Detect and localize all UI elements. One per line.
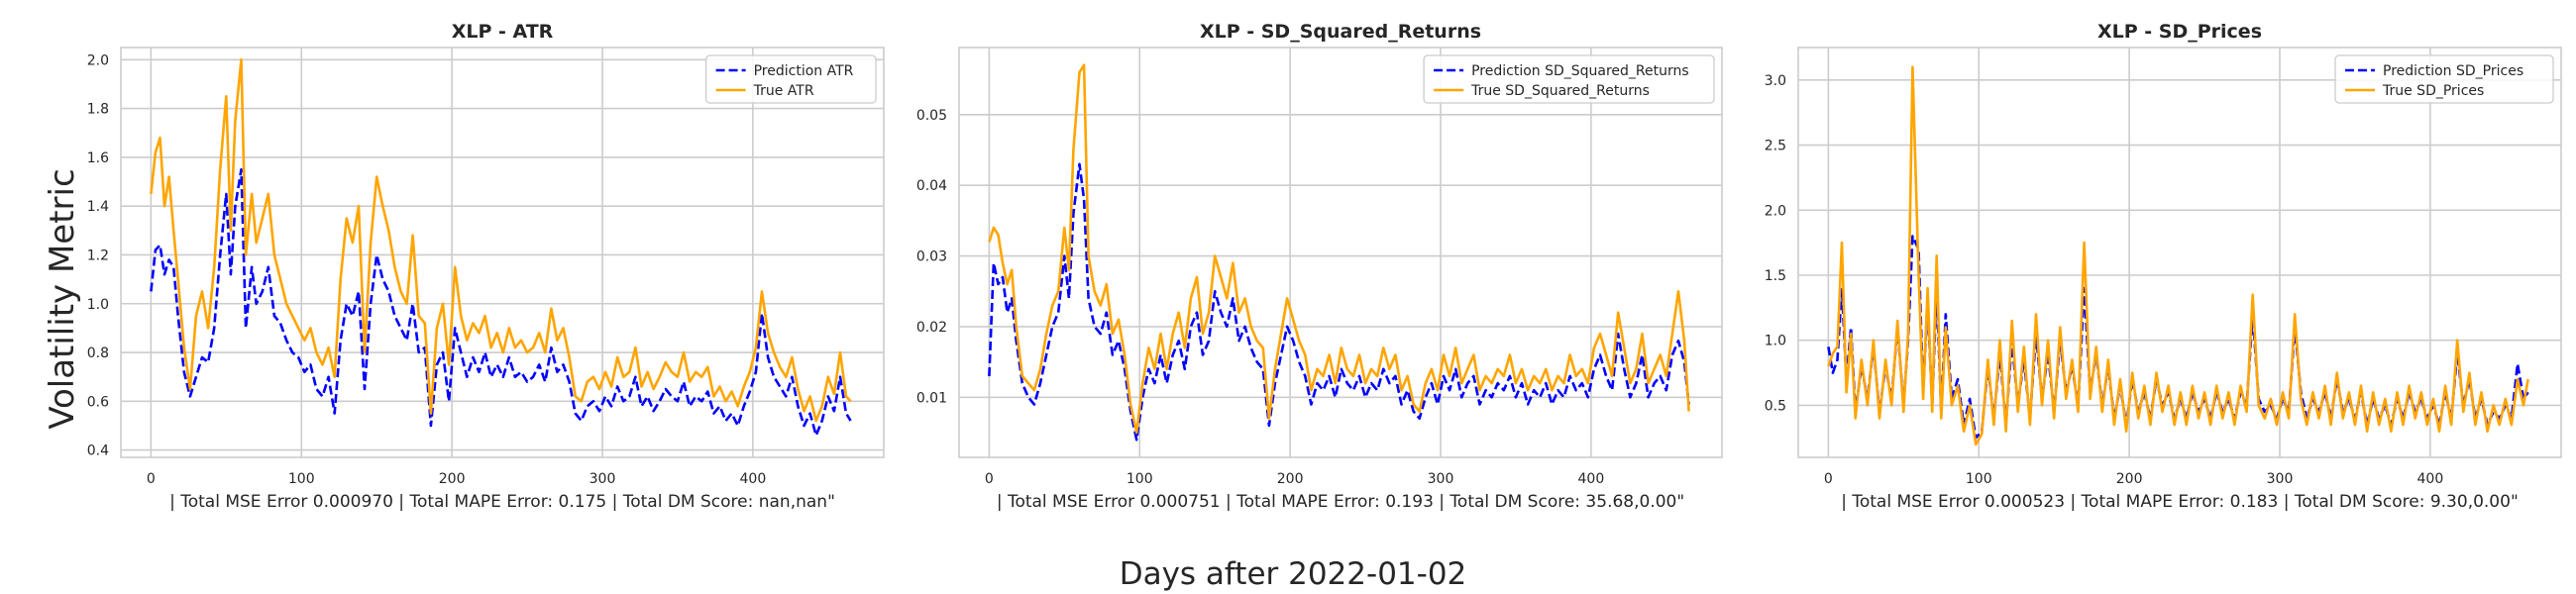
y-tick-label: 0.01	[916, 390, 947, 406]
panel-atr: 0 100 200 300 400 0.4 0.6 0.8 1.0 1.2 1.4 1.6 1.8 2.0…	[87, 21, 885, 512]
x-tick-label: 400	[2417, 471, 2444, 487]
x-tick-label: 400	[740, 471, 767, 487]
y-tick-label: 1.4	[87, 199, 109, 215]
y-tick-label: 0.02	[916, 320, 947, 336]
y-tick-label: 2.0	[1765, 203, 1786, 219]
panel-sd-prices: 0 100 200 300 400 0.5 1.0 1.5 2.0 2.5 3.0 XLP - SD_…	[1765, 21, 2562, 512]
y-tick-label: 1.0	[87, 297, 109, 313]
legend-entry-label: True SD_Prices	[2382, 83, 2484, 99]
y-tick-label: 0.6	[87, 394, 109, 410]
panel-xlabel: | Total MSE Error 0.000970 | Total MAPE …	[169, 492, 835, 512]
x-tick-label: 100	[1966, 471, 1992, 487]
x-tick-label: 200	[1277, 471, 1304, 487]
y-tick-label: 0.5	[1765, 398, 1786, 414]
legend-entry-label: Prediction SD_Prices	[2383, 63, 2523, 79]
legend-entry-label: True SD_Squared_Returns	[1470, 83, 1650, 99]
figure-ylabel: Volatility Metric	[43, 168, 82, 429]
panel-xlabel: | Total MSE Error 0.000751 | Total MAPE …	[997, 492, 1684, 512]
x-tick-label: 100	[1127, 471, 1153, 487]
panel-title: XLP - SD_Squared_Returns	[1200, 21, 1481, 43]
plot-frame	[120, 47, 885, 458]
legend-entry-label: True ATR	[753, 83, 814, 99]
y-tick-label: 3.0	[1765, 73, 1786, 89]
panel-xlabel: | Total MSE Error 0.000523 | Total MAPE …	[1841, 492, 2519, 512]
y-tick-label: 1.0	[1765, 334, 1786, 349]
y-tick-label: 0.04	[916, 178, 947, 194]
plot-frame	[958, 47, 1723, 458]
x-tick-label: 200	[2116, 471, 2143, 487]
legend: Prediction ATR True ATR	[704, 54, 877, 104]
true-series-line	[1827, 65, 2529, 446]
true-series-line	[988, 63, 1690, 435]
y-tick-label: 0.8	[87, 346, 109, 361]
true-series-line	[150, 58, 852, 423]
y-tick-label: 0.4	[87, 444, 109, 459]
y-tick-label: 0.03	[916, 249, 947, 265]
panel-sd-squared-returns: 0 100 200 300 400 0.01 0.02 0.03 0.04 0.05 XLP - S…	[916, 21, 1723, 512]
x-tick-label: 0	[1824, 471, 1833, 487]
x-tick-label: 300	[2267, 471, 2294, 487]
legend-entry-label: Prediction ATR	[754, 63, 854, 79]
panel-title: XLP - ATR	[452, 21, 554, 43]
legend: Prediction SD_Prices True SD_Prices	[2334, 54, 2554, 104]
x-tick-label: 0	[985, 471, 994, 487]
x-tick-label: 300	[590, 471, 616, 487]
y-tick-label: 1.6	[87, 150, 109, 166]
y-tick-label: 1.5	[1765, 268, 1786, 284]
plot-frame	[1797, 47, 2562, 458]
legend: Prediction SD_Squared_Returns True SD_Squ…	[1423, 54, 1715, 104]
x-tick-label: 400	[1578, 471, 1605, 487]
x-tick-label: 300	[1428, 471, 1454, 487]
x-tick-label: 0	[147, 471, 156, 487]
y-tick-label: 0.05	[916, 108, 947, 124]
figure-suplabel: Days after 2022-01-02	[1120, 556, 1467, 592]
legend-box	[1423, 54, 1715, 104]
legend-box	[2334, 54, 2554, 104]
panel-title: XLP - SD_Prices	[2097, 21, 2262, 43]
y-tick-label: 2.5	[1765, 139, 1786, 154]
y-tick-label: 2.0	[87, 52, 109, 68]
x-tick-label: 200	[439, 471, 466, 487]
legend-entry-label: Prediction SD_Squared_Returns	[1471, 63, 1689, 79]
prediction-series-line	[150, 167, 852, 438]
y-tick-label: 1.8	[87, 102, 109, 118]
x-tick-label: 100	[288, 471, 315, 487]
legend-box	[704, 54, 877, 104]
prediction-series-line	[988, 162, 1690, 442]
y-tick-label: 1.2	[87, 248, 109, 263]
